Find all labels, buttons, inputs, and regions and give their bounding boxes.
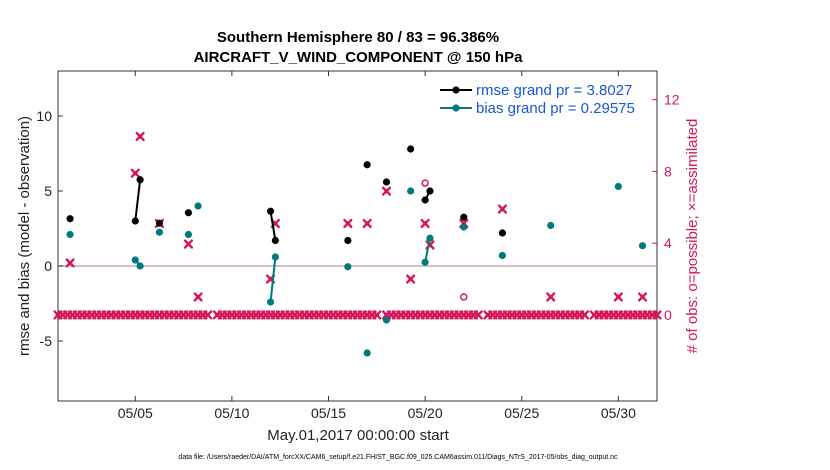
rmse-point [155, 219, 164, 227]
obs-assimilated-marker [550, 310, 561, 320]
rmse-point [66, 215, 74, 223]
rmse-point [266, 207, 275, 215]
bias-point [131, 256, 139, 264]
chart-title-line-1: Southern Hemisphere 80 / 83 = 96.386% [217, 29, 499, 46]
rmse-point [426, 187, 434, 195]
bias-point [363, 349, 371, 357]
legend-bias-label: bias grand pr = 0.29575 [476, 100, 635, 117]
bias-point [271, 253, 279, 261]
y-right-tick-label: 0 [664, 307, 672, 323]
obs-assimilated-marker [193, 292, 203, 302]
obs-assimilated-marker [203, 310, 213, 320]
obs-assimilated-marker [497, 204, 508, 214]
y-axis-right: 0 4 8 12 [652, 92, 680, 323]
obs-assimilated-marker [130, 168, 140, 178]
x-tick-label: 05/05 [118, 405, 153, 421]
bias-point [382, 316, 391, 324]
rmse-point [460, 213, 468, 221]
y-right-tick-label: 8 [664, 163, 672, 179]
rmse-point [136, 176, 144, 184]
obs-possible-marker [460, 293, 468, 301]
legend-rmse-label: rmse grand pr = 3.8027 [476, 82, 632, 99]
y-axis-left: -5 0 5 10 [36, 108, 63, 349]
obs-assimilated-marker [381, 186, 392, 196]
y-tick-label: -5 [40, 333, 53, 349]
x-axis: 05/05 05/10 05/15 05/20 05/25 05/30 [118, 71, 636, 421]
legend-bias-marker [452, 104, 460, 112]
y-axis-label-right: # of obs: o=possible; ×=assimilated [684, 119, 701, 354]
legend-rmse-marker [452, 86, 460, 94]
chart-title-line-2: AIRCRAFT_V_WIND_COMPONENT @ 150 hPa [194, 49, 524, 66]
rmse-point [421, 196, 429, 204]
bias-line-segment [424, 238, 431, 263]
obs-assimilated-marker [652, 310, 662, 320]
y-tick-label: 5 [44, 183, 52, 199]
rmse-point [498, 229, 507, 237]
obs-assimilated-marker [613, 292, 623, 302]
x-tick-label: 05/25 [504, 405, 539, 421]
obs-assimilated-marker [183, 239, 194, 249]
obs-assimilated-marker [372, 310, 382, 320]
obs-assimilated-marker [546, 292, 556, 302]
data-file-footnote: data file: /Users/raeder/DAI/ATM_forcXX/… [178, 454, 618, 461]
obs-assimilated-marker [473, 310, 483, 320]
obs-assimilated-marker [637, 292, 648, 302]
x-tick-label: 05/20 [408, 405, 443, 421]
obs-assimilated-marker [343, 218, 353, 229]
bias-point [498, 251, 507, 260]
bias-point [194, 202, 202, 210]
bias-point [638, 242, 647, 250]
rmse-point [363, 161, 371, 169]
series-layer [53, 131, 662, 357]
legend: rmse grand pr = 3.8027 bias grand pr = 0… [440, 82, 635, 117]
obs-assimilated-marker [420, 218, 430, 229]
y-axis-label-left: rmse and bias (model - observation) [16, 116, 33, 356]
bias-point [66, 230, 74, 239]
bias-point [426, 234, 434, 242]
x-tick-label: 05/30 [601, 405, 636, 421]
chart-title: Southern Hemisphere 80 / 83 = 96.386% AI… [194, 29, 524, 66]
rmse-line-segment [269, 211, 277, 241]
rmse-point [131, 217, 139, 225]
bias-point [407, 187, 415, 195]
y-right-tick-label: 12 [664, 92, 680, 108]
x-axis-label: May.01,2017 00:00:00 start [267, 427, 449, 444]
obs-assimilated-marker [135, 131, 145, 142]
obs-assimilated-marker [579, 310, 590, 320]
bias-point [421, 258, 429, 266]
bias-point [184, 230, 193, 239]
obs-assimilated-marker [406, 274, 416, 284]
plot-area [57, 70, 658, 402]
y-tick-label: 0 [44, 258, 52, 274]
bias-point [547, 221, 555, 230]
x-tick-label: 05/15 [311, 405, 346, 421]
y-tick-label: 10 [36, 108, 52, 124]
bias-line-segment [269, 256, 277, 303]
bias-point [460, 223, 468, 231]
rmse-point [184, 209, 193, 217]
rmse-point [344, 236, 352, 245]
obs-assimilated-marker [65, 258, 75, 268]
rmse-point [382, 178, 391, 186]
bias-point [155, 228, 164, 236]
x-tick-label: 05/10 [214, 405, 249, 421]
rmse-point [271, 236, 279, 245]
bias-point [614, 182, 622, 191]
bias-point [266, 298, 275, 306]
y-right-tick-label: 4 [664, 235, 672, 251]
rmse-line-segment [134, 179, 142, 222]
rmse-point [407, 145, 415, 153]
bias-point [344, 263, 352, 271]
obs-possible-marker [421, 179, 429, 187]
obs-assimilated-marker [362, 218, 372, 229]
bias-point [136, 262, 144, 270]
